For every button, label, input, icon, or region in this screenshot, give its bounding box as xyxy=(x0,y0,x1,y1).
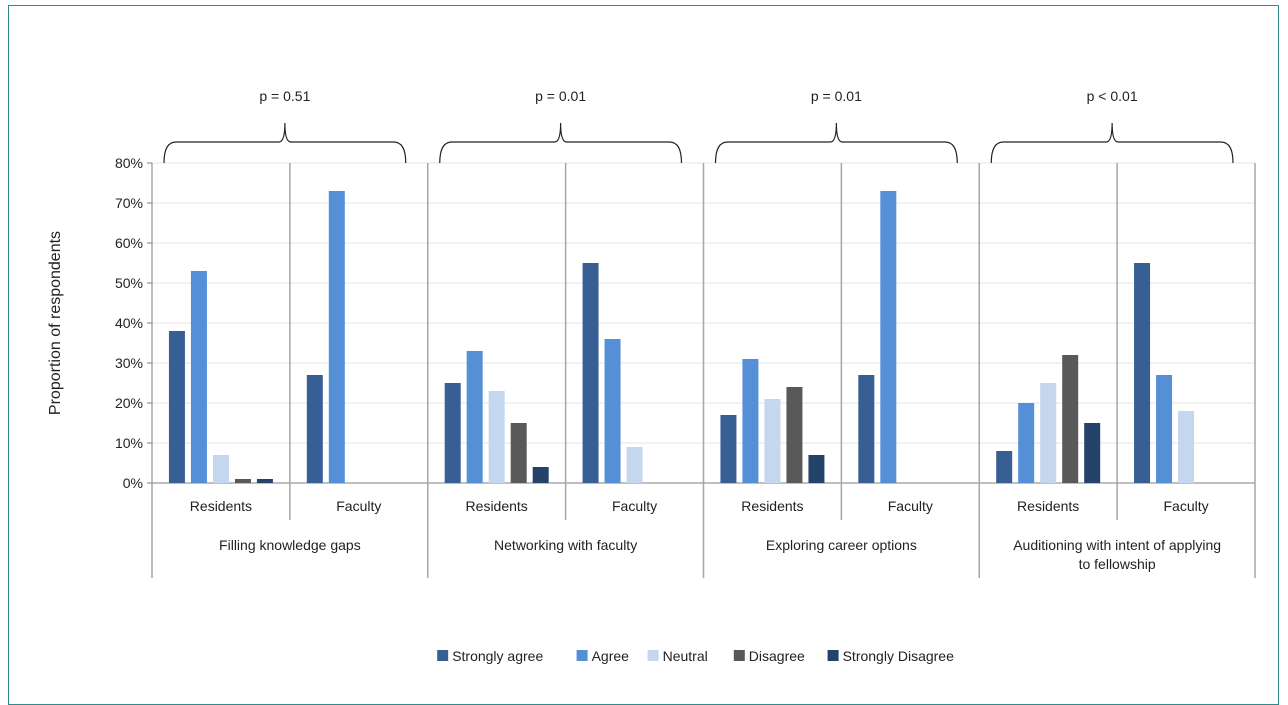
y-tick-label: 50% xyxy=(115,275,143,291)
subgroup-label: Residents xyxy=(466,498,528,514)
bar-agree xyxy=(328,191,345,483)
legend-label: Strongly Disagree xyxy=(843,648,954,664)
bar-strongly-disagree xyxy=(808,455,825,483)
p-value-label: p < 0.01 xyxy=(1087,88,1138,104)
bar-disagree xyxy=(786,387,803,483)
significance-brace xyxy=(990,122,1234,164)
bar-strongly-disagree xyxy=(532,467,549,483)
legend-swatch xyxy=(647,650,659,661)
bar-neutral xyxy=(764,399,781,483)
bar-agree xyxy=(1156,375,1173,483)
y-tick-label: 40% xyxy=(115,315,143,331)
bar-agree xyxy=(880,191,897,483)
p-value-label: p = 0.01 xyxy=(811,88,862,104)
significance-brace xyxy=(163,122,407,164)
p-value-label: p = 0.01 xyxy=(535,88,586,104)
subgroup-label: Faculty xyxy=(1164,498,1209,514)
bar-disagree xyxy=(1062,355,1079,483)
bar-agree xyxy=(742,359,759,483)
bar-disagree xyxy=(510,423,527,483)
legend-swatch xyxy=(827,650,839,661)
subgroup-label: Residents xyxy=(1017,498,1079,514)
subgroup-label: Faculty xyxy=(888,498,933,514)
bar-strongly-agree xyxy=(306,375,323,483)
subgroup-label: Faculty xyxy=(336,498,381,514)
y-tick-label: 70% xyxy=(115,195,143,211)
bar-neutral xyxy=(1040,383,1057,483)
subgroup-label: Faculty xyxy=(612,498,657,514)
legend-swatch xyxy=(576,650,588,661)
legend-label: Neutral xyxy=(663,648,708,664)
y-axis-title: Proportion of respondents xyxy=(47,231,64,415)
bar-strongly-agree xyxy=(996,451,1013,483)
group-label: Exploring career options xyxy=(766,537,917,553)
bar-strongly-agree xyxy=(1134,263,1151,483)
subgroup-label: Residents xyxy=(741,498,803,514)
bar-agree xyxy=(1018,403,1035,483)
bar-neutral xyxy=(1178,411,1195,483)
bar-strongly-disagree xyxy=(1084,423,1101,483)
bar-neutral xyxy=(488,391,505,483)
y-tick-label: 80% xyxy=(115,155,143,171)
subgroup-label: Residents xyxy=(190,498,252,514)
bar-agree xyxy=(604,339,621,483)
bar-agree xyxy=(190,271,207,483)
bar-strongly-disagree xyxy=(256,479,273,483)
bar-strongly-agree xyxy=(720,415,737,483)
legend-swatch xyxy=(437,650,449,661)
bar-neutral xyxy=(626,447,643,483)
bar-agree xyxy=(466,351,483,483)
significance-brace xyxy=(714,122,958,164)
y-tick-label: 20% xyxy=(115,395,143,411)
bar-disagree xyxy=(234,479,251,483)
y-tick-label: 0% xyxy=(123,475,143,491)
bar-neutral xyxy=(212,455,229,483)
y-tick-label: 60% xyxy=(115,235,143,251)
legend-label: Strongly agree xyxy=(452,648,543,664)
group-label: Filling knowledge gaps xyxy=(219,537,361,553)
bar-strongly-agree xyxy=(444,383,461,483)
p-value-label: p = 0.51 xyxy=(259,88,310,104)
significance-brace xyxy=(439,122,683,164)
group-label: Auditioning with intent of applying to fe… xyxy=(1013,537,1221,572)
y-tick-label: 10% xyxy=(115,435,143,451)
legend-label: Agree xyxy=(592,648,630,664)
bar-strongly-agree xyxy=(858,375,875,483)
group-label: Networking with faculty xyxy=(494,537,637,553)
legend-label: Disagree xyxy=(749,648,805,664)
y-tick-label: 30% xyxy=(115,355,143,371)
bar-strongly-agree xyxy=(168,331,185,483)
legend-swatch xyxy=(733,650,745,661)
bar-strongly-agree xyxy=(582,263,599,483)
